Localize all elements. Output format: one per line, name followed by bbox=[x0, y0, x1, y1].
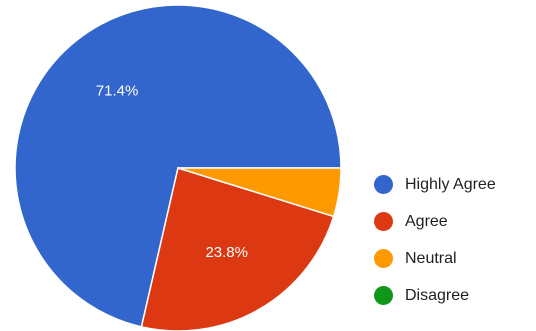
legend-label-neutral: Neutral bbox=[405, 249, 457, 267]
legend: Highly Agree Agree Neutral Disagree bbox=[374, 172, 496, 320]
legend-swatch-neutral bbox=[374, 249, 393, 268]
pie-slices bbox=[14, 4, 342, 331]
data-label-agree: 23.8% bbox=[205, 244, 248, 261]
legend-swatch-highly-agree bbox=[374, 175, 393, 194]
pie-slice-neutral[interactable] bbox=[177, 167, 342, 218]
legend-item-agree[interactable]: Agree bbox=[374, 209, 496, 234]
legend-item-highly-agree[interactable]: Highly Agree bbox=[374, 172, 496, 197]
legend-item-neutral[interactable]: Neutral bbox=[374, 246, 496, 271]
legend-label-disagree: Disagree bbox=[405, 286, 470, 304]
pie-slice-highly-agree[interactable] bbox=[14, 4, 342, 328]
pie-data-labels: 71.4% 23.8% bbox=[96, 82, 248, 260]
legend-label-agree: Agree bbox=[405, 212, 448, 230]
legend-item-disagree[interactable]: Disagree bbox=[374, 283, 496, 308]
legend-swatch-agree bbox=[374, 212, 393, 231]
data-label-highly-agree: 71.4% bbox=[96, 82, 139, 99]
legend-label-highly-agree: Highly Agree bbox=[405, 175, 496, 193]
legend-swatch-disagree bbox=[374, 286, 393, 305]
